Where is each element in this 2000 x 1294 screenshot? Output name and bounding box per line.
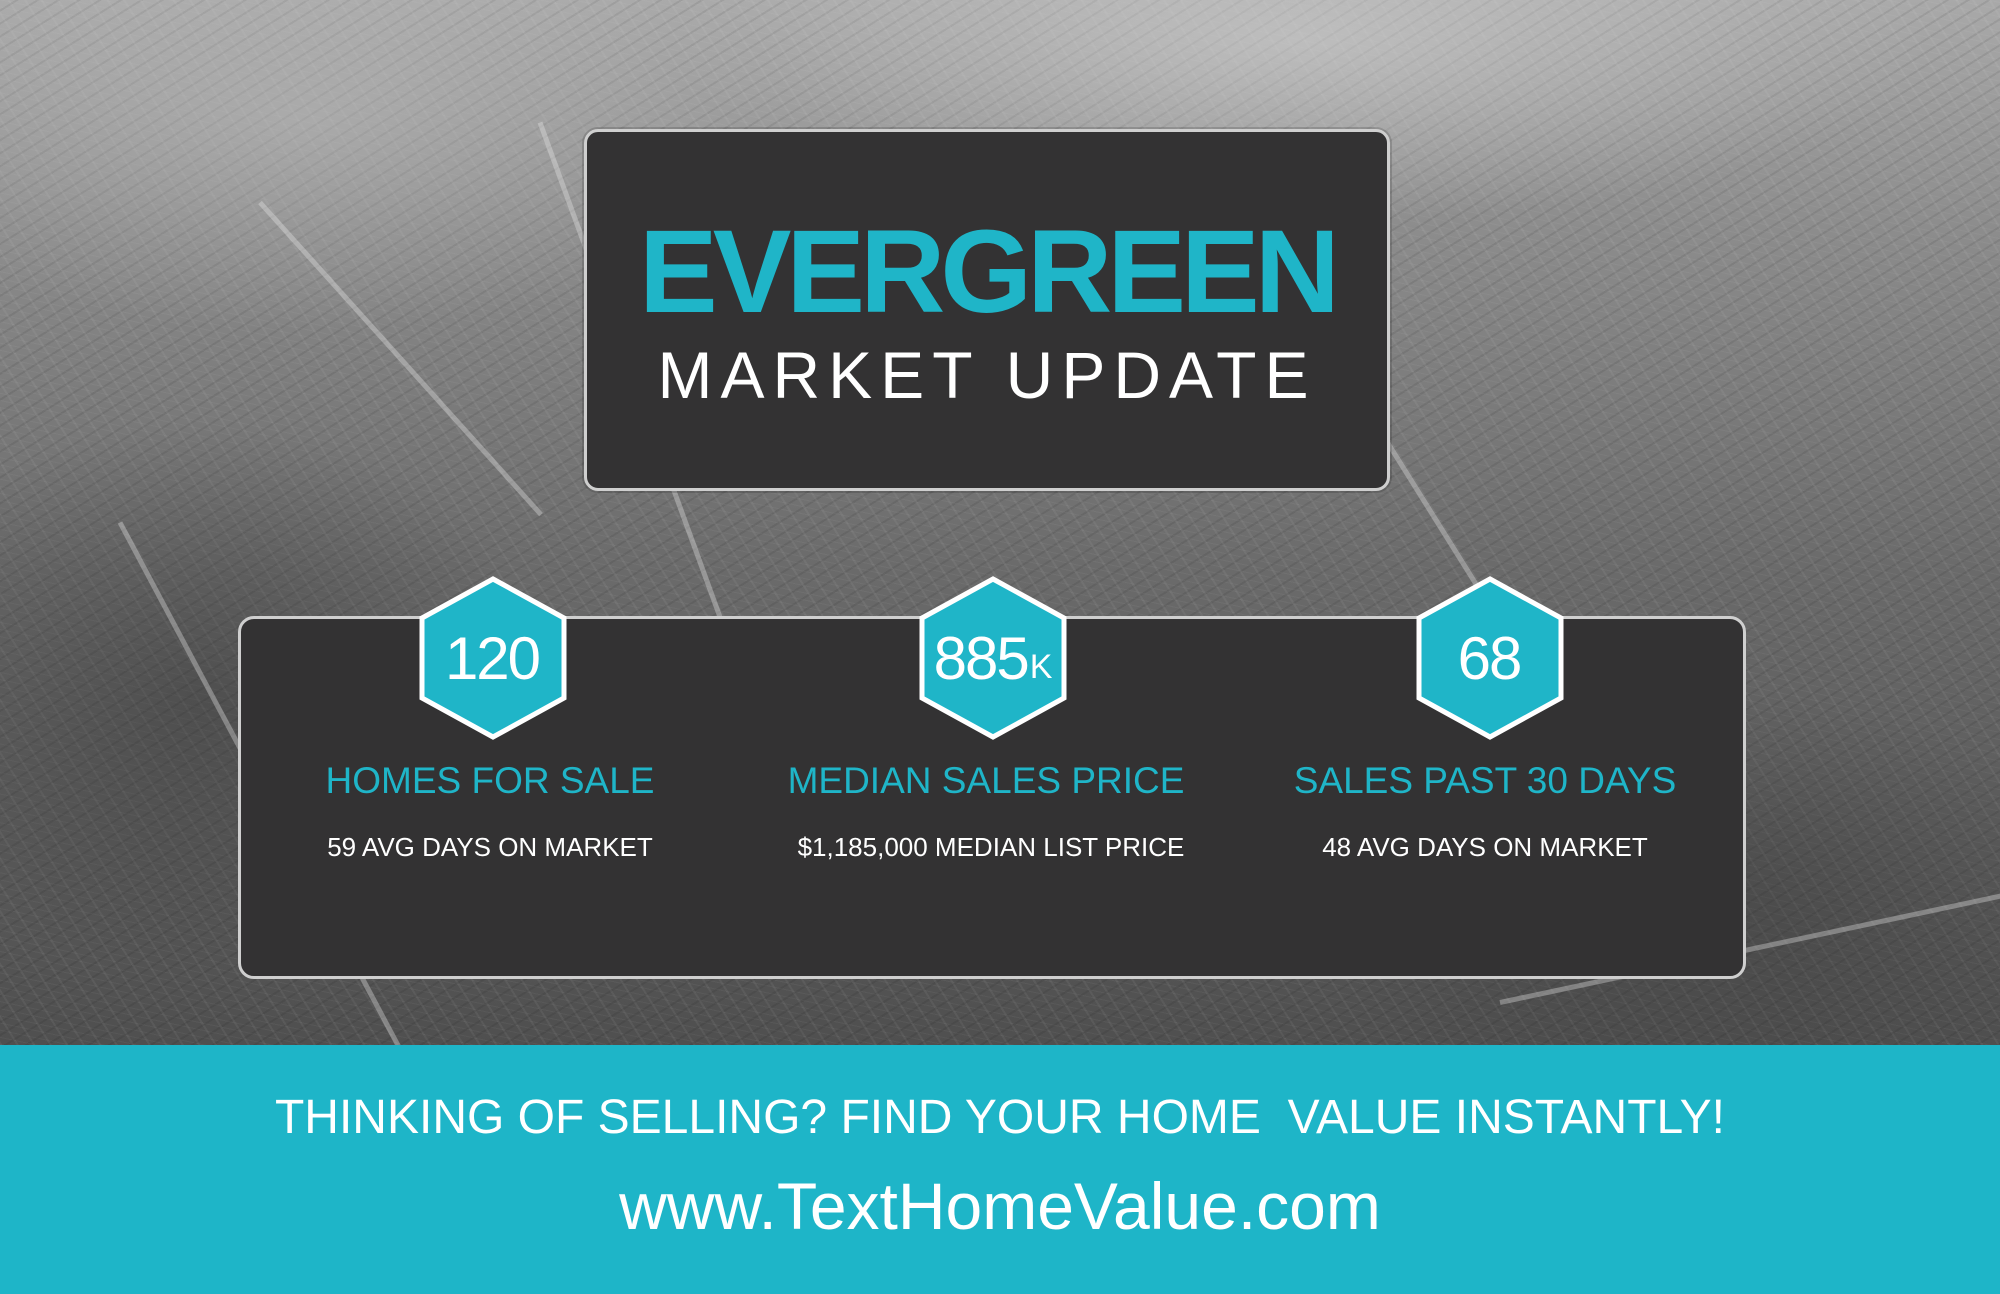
median-sales-price-label: MEDIAN SALES PRICE [787,760,1185,801]
median-sales-price-suffix: K [1029,647,1053,686]
call-to-action-banner [0,1045,2000,1294]
hexagon-badge-icon [919,576,1067,740]
median-sales-price-value: 885 [933,624,1030,692]
road-line [258,200,543,517]
median-sales-price-badge: 885 K [918,575,1068,741]
homes-for-sale-value: 120 [444,624,541,692]
title-market-update: MARKET UPDATE [657,338,1317,412]
homes-for-sale-badge: 120 [418,575,568,741]
sales-past-30-days-detail: 48 AVG DAYS ON MARKET [1322,832,1648,862]
median-sales-price-detail: $1,185,000 MEDIAN LIST PRICE [797,832,1185,862]
homes-for-sale-detail: 59 AVG DAYS ON MARKET [327,832,653,862]
hexagon-badge-icon [1416,576,1564,740]
hexagon-badge-icon [419,576,567,740]
banner-url-link[interactable]: www.TextHomeValue.com [619,1169,1381,1243]
sales-past-30-days-label: SALES PAST 30 DAYS [1293,760,1677,801]
title-panel: EVERGREEN MARKET UPDATE [584,129,1390,491]
sales-past-30-days-badge: 68 [1415,575,1565,741]
title-evergreen: EVERGREEN [639,206,1340,338]
banner-headline: THINKING OF SELLING? FIND YOUR HOME VALU… [274,1091,1726,1144]
homes-for-sale-label: HOMES FOR SALE [325,760,655,801]
sales-past-30-days-value: 68 [1457,624,1523,692]
